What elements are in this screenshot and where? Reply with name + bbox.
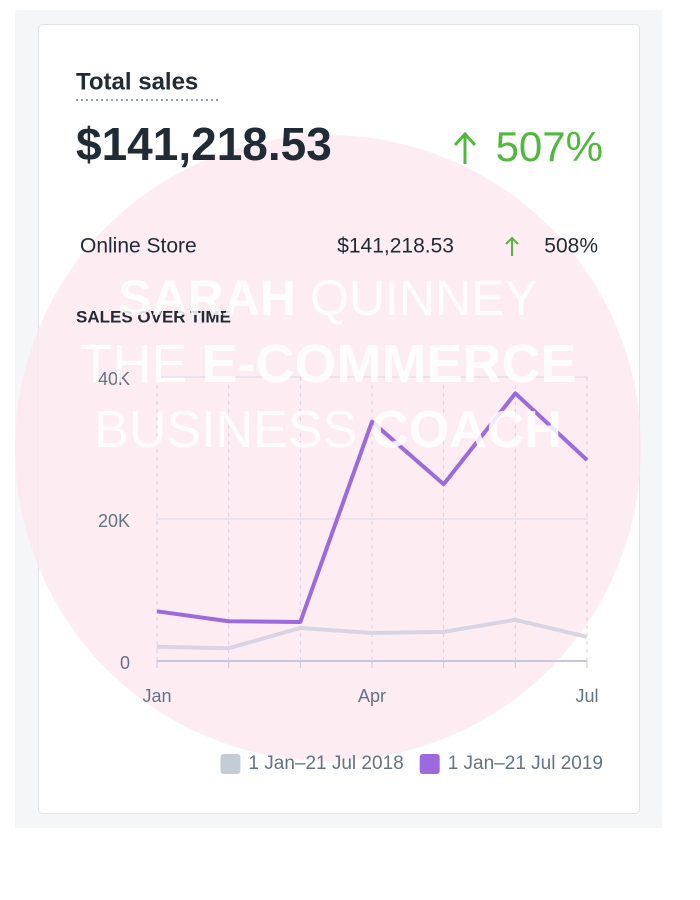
channel-change: 508% (544, 235, 598, 258)
up-arrow (453, 131, 477, 164)
watermark-word: E-COMMERCE (202, 334, 577, 394)
watermark-word: QUINNEY (310, 270, 538, 326)
series-line (156, 391, 589, 624)
watermark: SARAH QUINNEY THE E-COMMERCE BUSINESS COACH (80, 270, 577, 459)
chart: 0 20K 40K Jan Apr Jul 1 Jan–21 Jul 2019 1 Jan–2… (98, 369, 603, 774)
total-change: 507% (496, 123, 603, 170)
channel-amount: $141,218.53 (337, 235, 454, 258)
x-tick-label: Jul (575, 686, 598, 706)
card-title: Total sales (76, 68, 198, 95)
x-tick-label: Apr (358, 686, 386, 706)
y-tick-label: 40K (98, 369, 130, 389)
watermark-word: COACH (371, 401, 562, 459)
watermark-line: THE E-COMMERCE (80, 334, 577, 394)
y-tick-label: 20K (98, 511, 130, 531)
watermark-word: THE (80, 334, 188, 394)
legend-label: 1 Jan–21 Jul 2018 (248, 753, 403, 774)
chart-title: SALES OVER TIME (76, 307, 231, 326)
watermark-circle (15, 135, 641, 761)
watermark-line: SARAH QUINNEY (118, 270, 538, 326)
legend-swatch (220, 754, 241, 774)
y-tick-label: 0 (120, 653, 130, 673)
legend-swatch (419, 754, 440, 774)
channel-label: Online Store (80, 235, 197, 258)
legend-label: 1 Jan–21 Jul 2019 (448, 753, 603, 774)
watermark-word: SARAH (118, 270, 296, 326)
series-line (156, 617, 588, 651)
watermark-line: BUSINESS COACH (94, 401, 562, 459)
up-arrow-small (505, 236, 519, 256)
watermark-word: BUSINESS (94, 401, 357, 459)
total-sales: $141,218.53 (76, 118, 332, 170)
x-tick-label: Jan (142, 686, 171, 706)
